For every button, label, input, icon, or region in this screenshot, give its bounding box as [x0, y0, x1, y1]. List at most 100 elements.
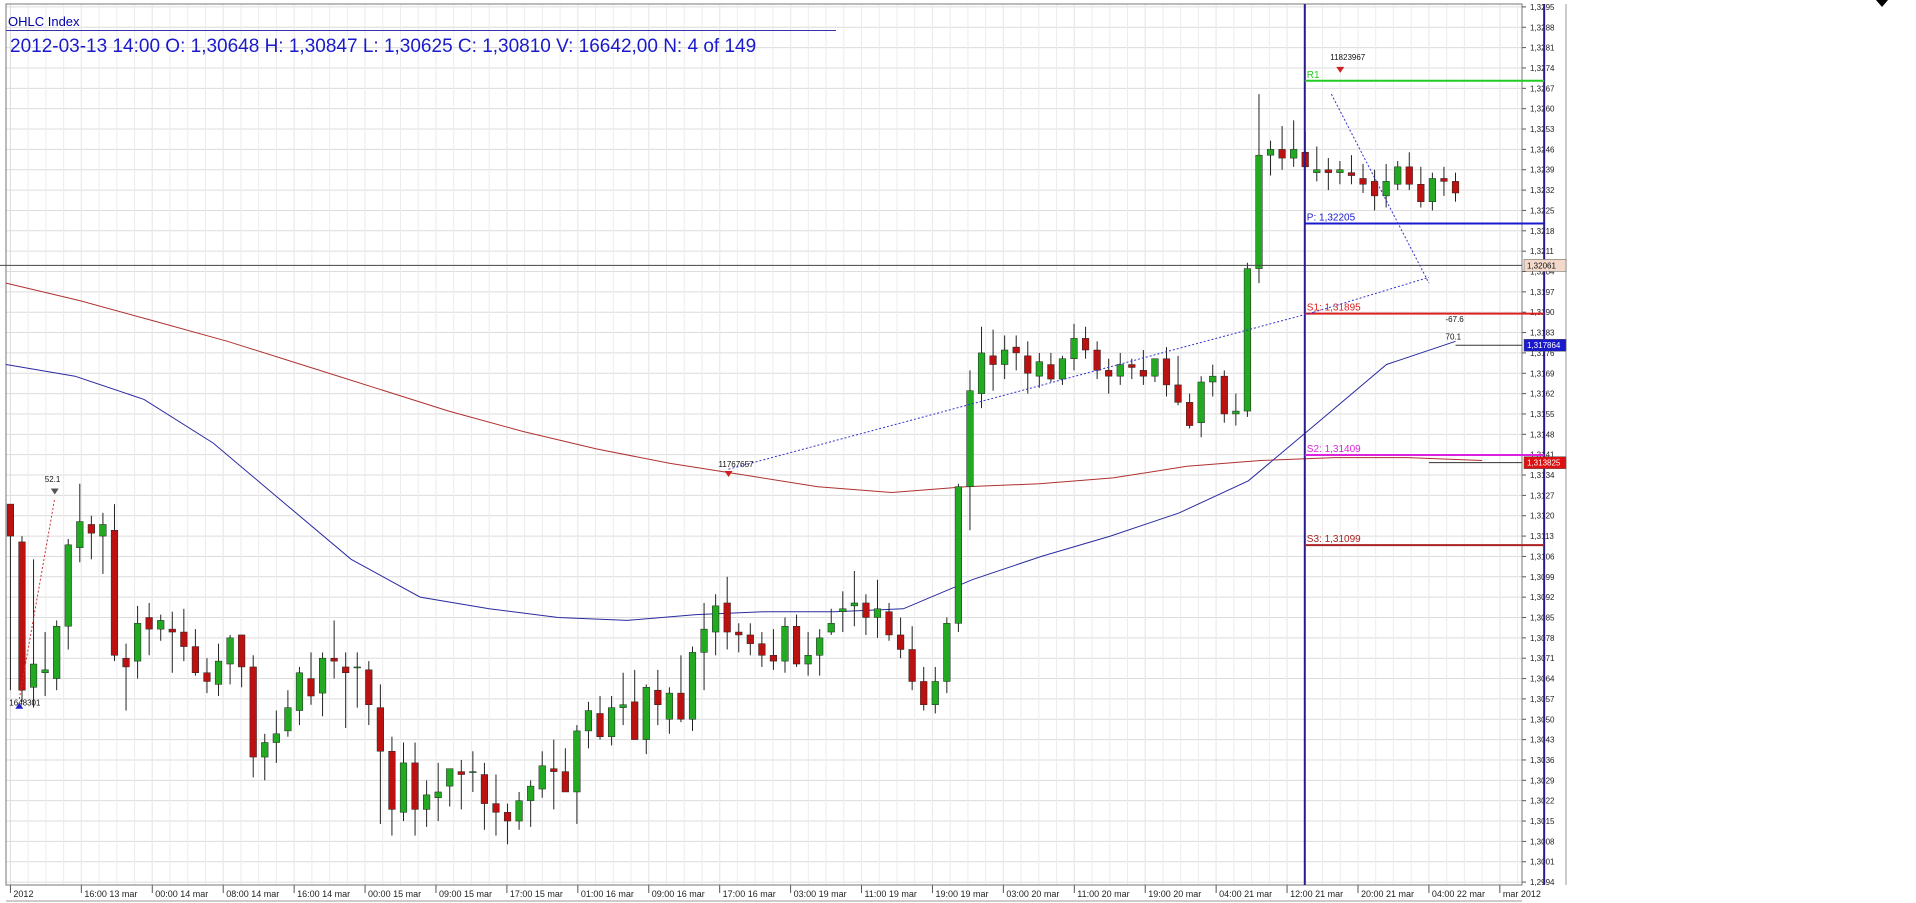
y-tick-label: 1,3162 — [1530, 390, 1555, 399]
x-tick-label: 17:00 15 mar — [510, 889, 563, 899]
candle-down — [1012, 346, 1020, 354]
candle-up — [1394, 166, 1402, 185]
candle-up — [1197, 381, 1205, 423]
y-tick-label: 1,3295 — [1530, 3, 1555, 12]
annotation-label: 1648301 — [9, 699, 41, 708]
candle-down — [1220, 375, 1228, 415]
x-tick-label: 11:00 19 mar — [865, 889, 917, 899]
candle-down — [203, 672, 211, 682]
candle-up — [804, 655, 812, 665]
candle-down — [1024, 355, 1032, 374]
candle-up — [1001, 349, 1009, 365]
y-tick-label: 1,3274 — [1530, 64, 1555, 73]
candle-down — [1347, 172, 1356, 176]
annotation-label: 11767657 — [719, 460, 755, 469]
candle-up — [272, 733, 280, 743]
candle-down — [897, 634, 905, 650]
candle-down — [908, 649, 916, 682]
x-tick-label: 03:00 20 mar — [1006, 889, 1059, 899]
y-tick-label: 1,3253 — [1530, 125, 1555, 134]
y-tick-label: 1,3204 — [1530, 267, 1555, 276]
triangle-up-icon — [15, 702, 24, 709]
title-divider — [6, 30, 836, 31]
x-tick-label: 09:00 16 mar — [652, 889, 705, 899]
y-tick-label: 1,3085 — [1530, 614, 1555, 623]
candle-down — [1405, 166, 1413, 185]
x-tick-label: 19:00 20 mar — [1148, 889, 1201, 899]
candle-up — [353, 666, 361, 669]
candle-up — [214, 660, 223, 685]
y-tick-label: 1,3260 — [1530, 105, 1555, 114]
candle-up — [1232, 410, 1240, 415]
x-tick-label: 17:00 16 mar — [723, 889, 776, 899]
candle-up — [1428, 178, 1436, 202]
x-tick-label: 00:00 15 mar — [368, 889, 421, 899]
candle-up — [931, 681, 939, 705]
candle-down — [6, 503, 15, 537]
x-tick-label: mar 2012 — [1503, 889, 1541, 899]
chevron-down-icon[interactable] — [1876, 0, 1888, 7]
candle-down — [769, 655, 778, 662]
candle-down — [191, 646, 199, 673]
candle-down — [654, 689, 662, 705]
y-tick-label: 1,3127 — [1530, 491, 1555, 500]
candle-up — [1290, 149, 1298, 159]
y-tick-label: 1,3155 — [1530, 410, 1555, 419]
candle-up — [1313, 169, 1321, 173]
candle-up — [41, 669, 49, 673]
annotation-label: -67.6 — [1446, 315, 1465, 324]
candle-down — [1371, 181, 1379, 197]
candle-down — [376, 707, 384, 752]
candle-up — [712, 605, 720, 633]
annotation-label: 52.1 — [45, 475, 61, 484]
candle-up — [850, 602, 858, 607]
pivot-label-s2: S2: 1,31409 — [1307, 444, 1361, 455]
candle-up — [1058, 358, 1067, 380]
y-tick-label: 1,3064 — [1530, 675, 1555, 684]
candle-down — [677, 692, 685, 720]
candle-up — [781, 625, 789, 662]
candle-up — [1255, 154, 1263, 269]
y-tick-label: 1,3106 — [1530, 552, 1555, 561]
zigzag-line — [18, 498, 56, 700]
pivot-label-s1: S1: 1,31895 — [1307, 303, 1361, 314]
candle-down — [238, 634, 246, 668]
x-tick-label: 01:00 16 mar — [581, 889, 634, 899]
candle-up — [827, 623, 835, 633]
y-tick-label: 1,3008 — [1530, 837, 1555, 846]
y-tick-label: 1,3092 — [1530, 593, 1555, 602]
candle-down — [411, 762, 419, 810]
triangle-down-icon — [50, 488, 59, 495]
price-tag-label: 1,32061 — [1527, 261, 1556, 270]
y-tick-label: 1,2994 — [1530, 878, 1555, 887]
candle-down — [1139, 370, 1147, 377]
candle-up — [538, 765, 546, 790]
zigzag-line — [1330, 93, 1430, 284]
y-tick-label: 1,3134 — [1530, 471, 1555, 480]
y-tick-label: 1,3148 — [1530, 430, 1555, 439]
candle-down — [168, 628, 176, 633]
candle-down — [18, 541, 26, 691]
y-tick-label: 1,3225 — [1530, 206, 1555, 215]
index-title: OHLC Index — [8, 14, 80, 29]
candle-down — [388, 751, 396, 810]
candle-up — [608, 707, 616, 737]
candle-down — [503, 812, 512, 822]
y-tick-label: 1,3267 — [1530, 84, 1555, 93]
y-tick-label: 1,3078 — [1530, 634, 1555, 643]
candle-up — [966, 390, 974, 487]
candle-up — [99, 524, 107, 537]
x-tick-label: 04:00 21 mar — [1219, 889, 1272, 899]
candle-down — [550, 768, 558, 772]
y-tick-label: 1,3043 — [1530, 736, 1555, 745]
candle-up — [954, 486, 962, 624]
candle-down — [480, 774, 488, 804]
x-tick-label: 04:00 22 mar — [1432, 889, 1485, 899]
candle-down — [989, 355, 997, 365]
candle-up — [446, 768, 454, 787]
candle-up — [839, 608, 847, 612]
candle-up — [469, 771, 477, 773]
zigzag-line — [1313, 276, 1430, 313]
y-tick-label: 1,3281 — [1530, 44, 1555, 53]
